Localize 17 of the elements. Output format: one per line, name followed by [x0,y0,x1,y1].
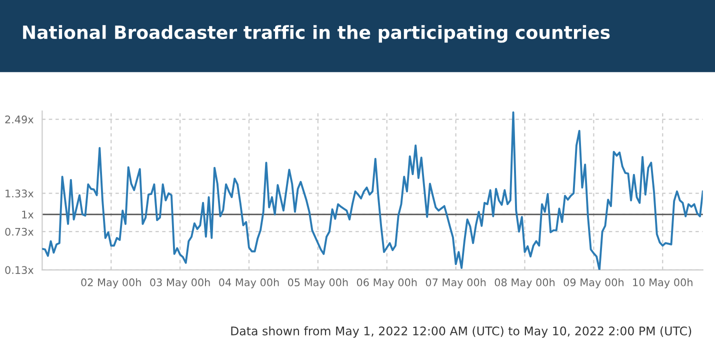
chart-title: National Broadcaster traffic in the participating countries [23,25,610,43]
y-tick-label: 0.13x [5,266,34,274]
x-tick-label: 06 May 00h [356,278,417,288]
line-series [42,111,703,270]
x-tick-label: 07 May 00h [426,278,486,288]
x-tick-label: 05 May 00h [288,278,348,288]
x-tick-label: 04 May 00h [219,278,279,288]
x-tick-label: 03 May 00h [150,278,210,288]
text: Data shown from May 1, 2022 12:00 AM (UTC) to May 10, 2022 2:00 PM (UTC) [231,326,692,338]
x-tick-label: 10 May 00h [633,278,692,288]
y-tick-label: 1x [22,210,34,218]
y-tick-label: 2.49x [5,116,34,124]
x-tick-label: 09 May 00h [564,278,624,288]
y-tick-label: 1.33x [6,190,34,198]
x-tick-label: 02 May 00h [81,278,141,288]
x-tick-label: 08 May 00h [494,278,555,288]
y-tick-label: 0.73x [5,228,34,236]
